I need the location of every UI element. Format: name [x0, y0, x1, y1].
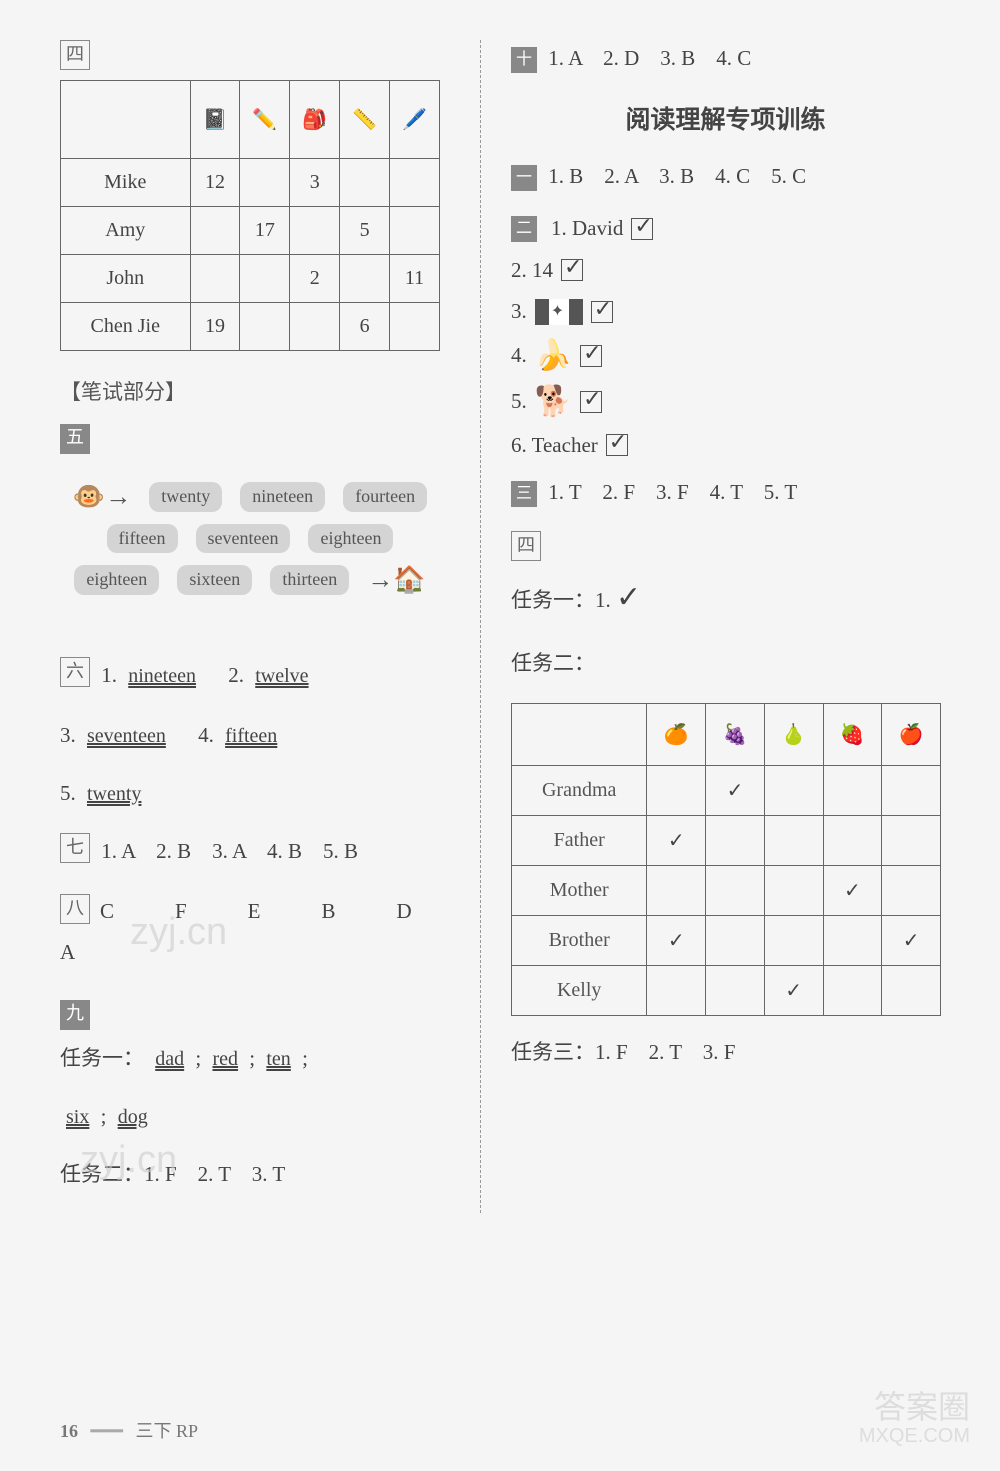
icon-orange: 🍊	[647, 704, 706, 766]
badge-four: 四	[60, 40, 90, 70]
reading-title: 阅读理解专项训练	[511, 100, 940, 136]
badge-five: 五	[60, 424, 90, 454]
icon-pear: 🍐	[764, 704, 823, 766]
task-two-right: 任务二：	[511, 645, 940, 683]
house-icon: →🏠	[367, 565, 425, 595]
monkey-icon: 🐵→	[73, 482, 131, 512]
canada-flag-icon	[535, 299, 583, 325]
table-row: Chen Jie 19 6	[61, 303, 440, 351]
badge-four-right: 四	[511, 531, 541, 561]
written-part-label: 【笔试部分】	[60, 376, 460, 406]
task-one-right: 任务一：1. ✓	[511, 571, 940, 625]
right-column: 十 1. A 2. D 3. B 4. C 阅读理解专项训练 一 1. B 2.…	[480, 40, 940, 1213]
bar-one: 一	[511, 165, 537, 191]
check-icon: ✓	[616, 581, 641, 614]
table-row: Mike 12 3	[61, 159, 440, 207]
checkbox-icon	[631, 218, 653, 240]
number-maze: 🐵→ twenty nineteen fourteen fifteen seve…	[60, 482, 440, 627]
table-row: Brother✓✓	[512, 916, 941, 966]
badge-seven: 七	[60, 833, 90, 863]
bar-three: 三	[511, 481, 537, 507]
icon-pen: 🖊️	[390, 81, 440, 159]
badge-eight: 八	[60, 894, 90, 924]
task-one: 任务一： dad ; red ; ten ;	[60, 1040, 460, 1078]
table-row: Mother✓	[512, 866, 941, 916]
table-row: John 2 11	[61, 255, 440, 303]
table-row: Grandma✓	[512, 766, 941, 816]
checkbox-icon	[561, 259, 583, 281]
section-six: 六 1. nineteen 2. twelve	[60, 657, 460, 697]
reading-three: 三 1. T 2. F 3. F 4. T 5. T	[511, 474, 940, 512]
badge-six: 六	[60, 657, 90, 687]
section-ten: 十 1. A 2. D 3. B 4. C	[511, 40, 940, 78]
icon-grapes: 🍇	[706, 704, 765, 766]
table-row: Amy 17 5	[61, 207, 440, 255]
table-row: Father✓	[512, 816, 941, 866]
page-footer: 16 ━━━ 三下 RP	[60, 1417, 198, 1443]
checkbox-icon	[591, 301, 613, 323]
icon-strawberry: 🍓	[823, 704, 882, 766]
watermark: zyj.cn	[80, 1126, 177, 1194]
task-three: 任务三：1. F 2. T 3. F	[511, 1034, 940, 1072]
watermark: zyj.cn	[130, 911, 227, 954]
bar-two: 二	[511, 216, 537, 242]
icon-pencil: ✏️	[240, 81, 290, 159]
icon-bag: 🎒	[290, 81, 340, 159]
badge-nine: 九	[60, 1000, 90, 1030]
icon-apple: 🍎	[882, 704, 941, 766]
section-seven: 七 1. A 2. B 3. A 4. B 5. B	[60, 833, 460, 873]
corner-watermark: 答案圈 MXQE.COM	[859, 1390, 970, 1447]
icon-notebook: 📓	[190, 81, 240, 159]
left-column: 四 📓 ✏️ 🎒 📏 🖊️ Mike 12 3 Amy 17	[60, 40, 480, 1213]
badge-ten: 十	[511, 47, 537, 73]
section-eight: 八 C F E B D A zyj.cn	[60, 893, 460, 972]
table-supplies: 📓 ✏️ 🎒 📏 🖊️ Mike 12 3 Amy 17 5	[60, 80, 440, 351]
checkbox-icon	[606, 434, 628, 456]
table-fruits: 🍊 🍇 🍐 🍓 🍎 Grandma✓ Father✓ Mother✓ Broth…	[511, 703, 941, 1016]
checkbox-icon	[580, 345, 602, 367]
reading-one: 一 1. B 2. A 3. B 4. C 5. C	[511, 158, 940, 196]
reading-two-1: 二 1. David	[511, 216, 940, 242]
table-row: Kelly✓	[512, 966, 941, 1016]
dog-icon: 🐕	[535, 387, 572, 417]
checkbox-icon	[580, 391, 602, 413]
banana-icon: 🍌	[535, 341, 572, 371]
icon-ruler: 📏	[340, 81, 390, 159]
